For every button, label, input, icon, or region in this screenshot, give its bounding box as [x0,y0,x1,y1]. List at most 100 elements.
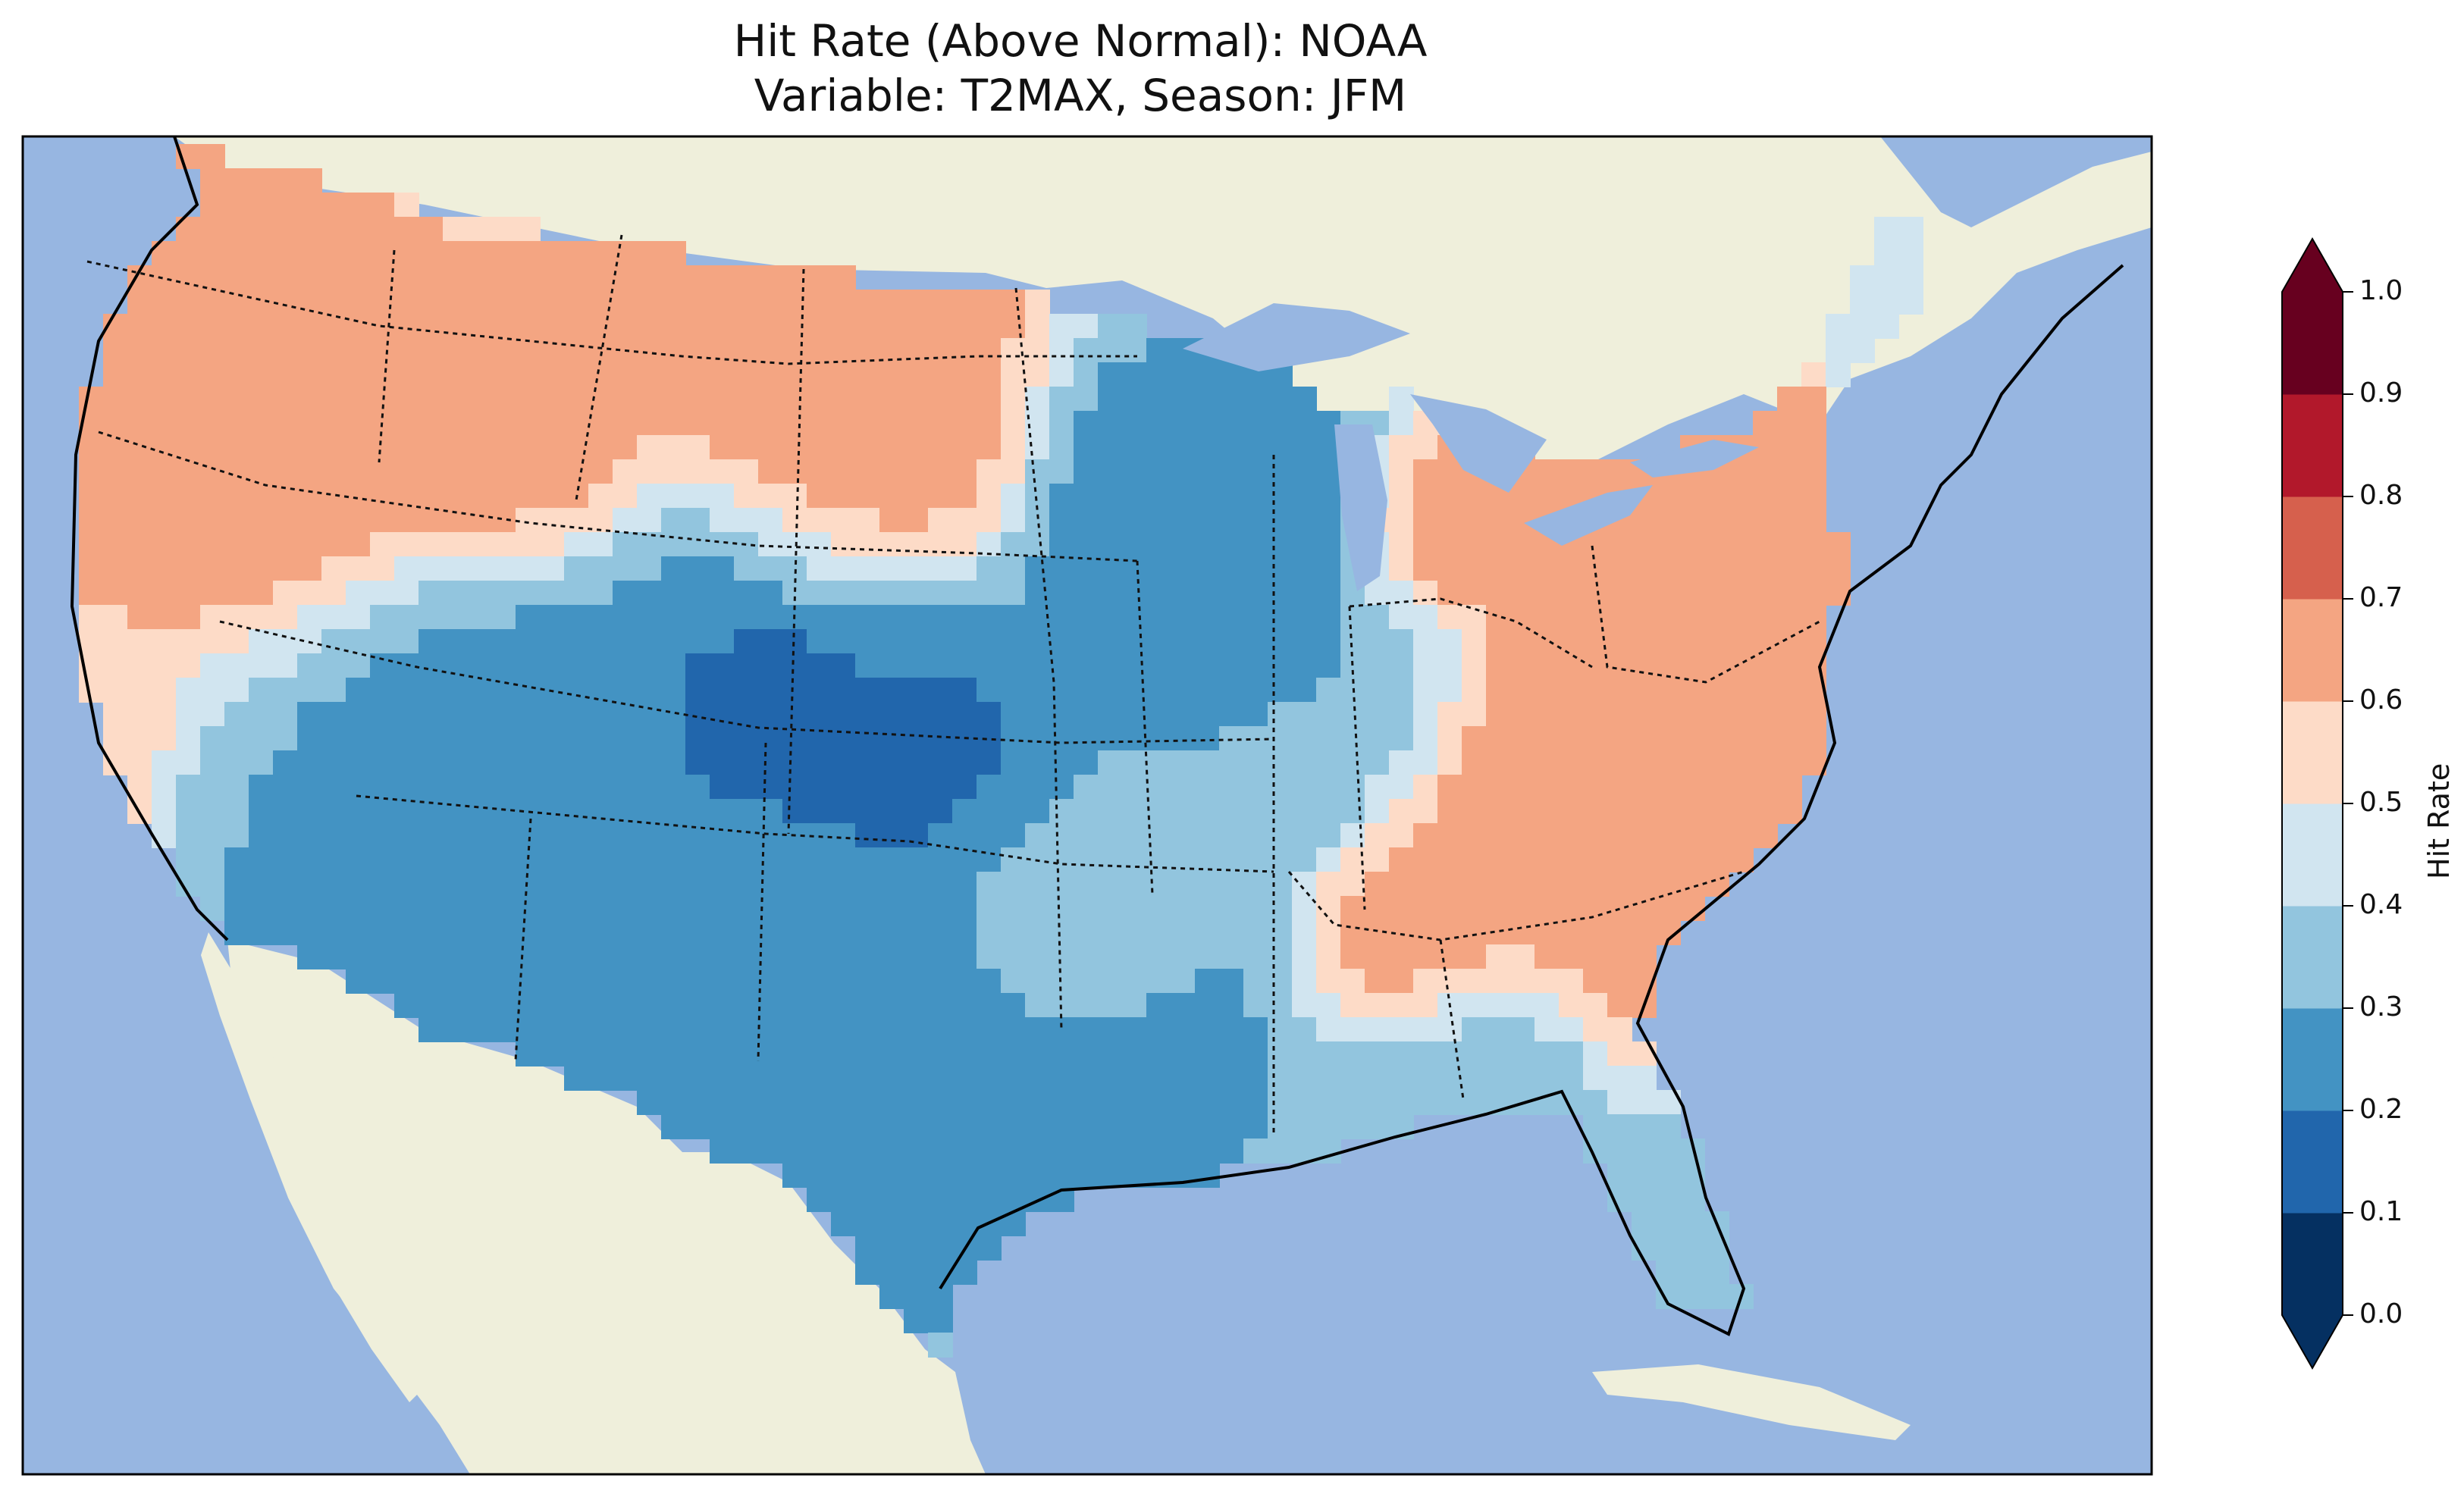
grid-cell [200,435,225,460]
grid-cell [685,411,710,436]
grid-cell [273,411,298,436]
grid-cell [1195,435,1220,460]
grid-cell [1025,435,1050,460]
grid-cell [540,702,565,727]
grid-cell [321,629,346,654]
grid-cell [831,387,856,412]
colorbar-segment [2282,599,2343,702]
grid-cell [1777,581,1802,606]
grid-cell [1632,508,1657,533]
grid-cell [346,338,371,363]
grid-cell [1146,387,1171,412]
grid-cell [734,387,759,412]
grid-cell [103,702,128,727]
grid-cell [200,193,225,218]
grid-cell [321,435,346,460]
grid-cell [419,726,444,751]
grid-cell [103,605,128,630]
grid-cell [1001,387,1026,412]
grid-cell [807,532,832,557]
grid-cell [977,678,1002,703]
grid-cell [952,435,977,460]
grid-cell [1219,362,1244,387]
grid-cell [1389,629,1414,654]
grid-cell [297,241,322,266]
grid-cell [1243,411,1268,436]
grid-cell [1729,459,1754,484]
grid-cell [807,435,832,460]
grid-cell [1025,532,1050,557]
grid-cell [516,265,541,290]
grid-cell [904,484,929,509]
grid-cell [516,678,541,703]
grid-cell [710,387,735,412]
grid-cell [685,581,710,606]
grid-cell [224,605,249,630]
grid-cell [103,556,128,581]
grid-cell [540,508,565,533]
grid-cell [176,435,201,460]
grid-cell [1704,629,1729,654]
grid-cell [200,556,225,581]
grid-cell [807,265,832,290]
grid-cell [1874,265,1899,290]
grid-cell [782,362,807,387]
grid-cell [152,411,177,436]
grid-cell [152,508,177,533]
grid-cell [1389,387,1414,412]
grid-cell [249,581,274,606]
grid-cell [758,338,783,363]
grid-cell [661,459,686,484]
grid-cell [928,338,953,363]
grid-cell [613,653,638,678]
grid-cell [127,702,152,727]
grid-cell [1535,459,1560,484]
grid-cell [1462,629,1487,654]
grid-cell [1535,484,1560,509]
grid-cell [758,387,783,412]
grid-cell [516,411,541,436]
grid-cell [1122,702,1147,727]
grid-cell [904,556,929,581]
grid-cell [1826,314,1851,339]
grid-cell [1195,702,1220,727]
colorbar-segment [2282,803,2343,907]
grid-cell [1219,532,1244,557]
grid-cell [685,629,710,654]
grid-cell [613,387,638,412]
grid-cell [200,217,225,242]
grid-cell [710,532,735,557]
grid-cell [346,435,371,460]
grid-cell [127,411,152,436]
grid-cell [176,411,201,436]
grid-cell [1001,338,1026,363]
grid-cell [1413,726,1438,751]
grid-cell [1049,629,1074,654]
grid-cell [1462,581,1487,606]
grid-cell [831,508,856,533]
grid-cell [249,168,274,193]
grid-cell [1656,605,1681,630]
grid-cell [1389,702,1414,727]
grid-cell [758,726,783,751]
grid-cell [224,435,249,460]
grid-cell [1413,459,1438,484]
grid-cell [1146,508,1171,533]
grid-cell [1656,532,1681,557]
grid-cell [1753,605,1778,630]
grid-cell [346,217,371,242]
grid-cell [1025,629,1050,654]
grid-cell [1583,678,1608,703]
grid-cell [855,629,880,654]
grid-cell [1777,459,1802,484]
grid-cell [1316,459,1341,484]
grid-cell [952,653,977,678]
grid-cell [807,653,832,678]
grid-cell [1413,702,1438,727]
grid-cell [1510,702,1535,727]
grid-cell [273,556,298,581]
grid-cell [1171,387,1196,412]
grid-cell [1146,338,1171,363]
grid-cell [734,556,759,581]
grid-cell [831,435,856,460]
